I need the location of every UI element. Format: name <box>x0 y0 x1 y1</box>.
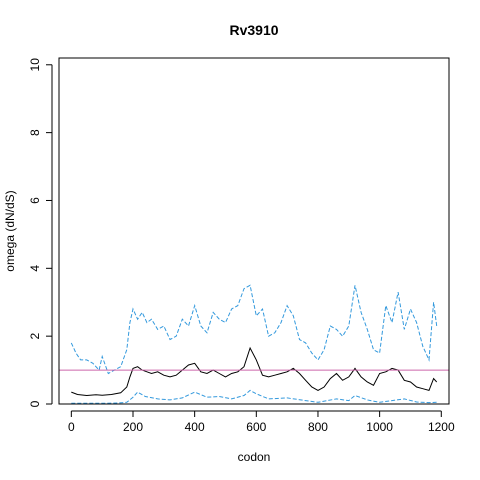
x-tick-label: 1200 <box>428 420 455 434</box>
x-tick-label: 600 <box>246 420 266 434</box>
x-tick-label: 400 <box>185 420 205 434</box>
series-line-upper-bound <box>70 284 438 375</box>
y-tick-label: 8 <box>28 129 42 136</box>
x-axis: 0 200 400 600 800 1000 1200 <box>68 410 455 434</box>
y-tick-label: 2 <box>28 333 42 340</box>
y-tick-label: 6 <box>28 197 42 204</box>
chart-title: Rv3910 <box>229 22 278 38</box>
x-tick-label: 1000 <box>366 420 393 434</box>
x-tick-label: 800 <box>308 420 328 434</box>
y-tick-label: 0 <box>28 400 42 407</box>
x-tick-label: 0 <box>68 420 75 434</box>
y-tick-label: 4 <box>28 265 42 272</box>
series-layer <box>70 284 438 404</box>
x-axis-label: codon <box>238 450 271 464</box>
y-axis: 0 2 4 6 8 10 <box>28 58 53 407</box>
y-tick-label: 10 <box>28 58 42 72</box>
y-axis-label: omega (dN/dS) <box>3 190 17 271</box>
x-tick-label: 200 <box>123 420 143 434</box>
plot-frame <box>58 57 450 405</box>
series-line-lower-bound <box>71 389 437 404</box>
series-line-estimate <box>71 346 438 397</box>
